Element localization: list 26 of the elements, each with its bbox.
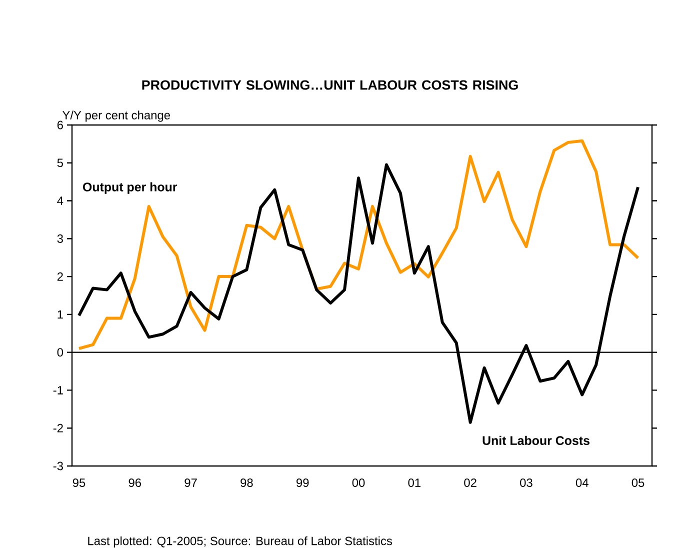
- y-tick-label: 3: [57, 234, 63, 243]
- x-tick-label: 97: [184, 478, 197, 487]
- series-label: Unit Labour Costs: [482, 436, 590, 445]
- text: Last plotted: Q1-2005; Source: Bureau of Labor Statistics: [88, 536, 392, 548]
- y-tick-label: -2: [53, 424, 63, 432]
- y-tick-label: -1: [53, 386, 63, 394]
- y-tick-label: 5: [57, 158, 63, 168]
- x-tick-label: 96: [128, 478, 142, 487]
- x-tick-label: 95: [72, 478, 86, 487]
- x-tick-label: 98: [240, 478, 253, 487]
- x-tick-label: 99: [296, 478, 309, 487]
- y-tick-label: 0: [57, 348, 64, 357]
- x-tick-label: 00: [352, 478, 365, 487]
- chart-title: PRODUCTIVITY SLOWING…UNIT LABOUR COSTS RISING: [142, 80, 518, 90]
- x-tick-label: 02: [464, 478, 476, 487]
- y-tick-label: -3: [53, 462, 63, 470]
- x-tick-label: 05: [632, 478, 644, 487]
- y-tick-label: 6: [57, 120, 63, 130]
- x-tick-label: 01: [408, 478, 420, 487]
- y-axis-title: Y/Y per cent change: [62, 110, 170, 122]
- text: Output per hour: [83, 182, 178, 194]
- y-tick-label: 1: [58, 310, 63, 319]
- x-tick-label: 03: [520, 478, 532, 487]
- x-tick-label: 04: [576, 478, 588, 487]
- y-tick-label: 4: [57, 196, 64, 205]
- y-tick-label: 2: [57, 272, 63, 281]
